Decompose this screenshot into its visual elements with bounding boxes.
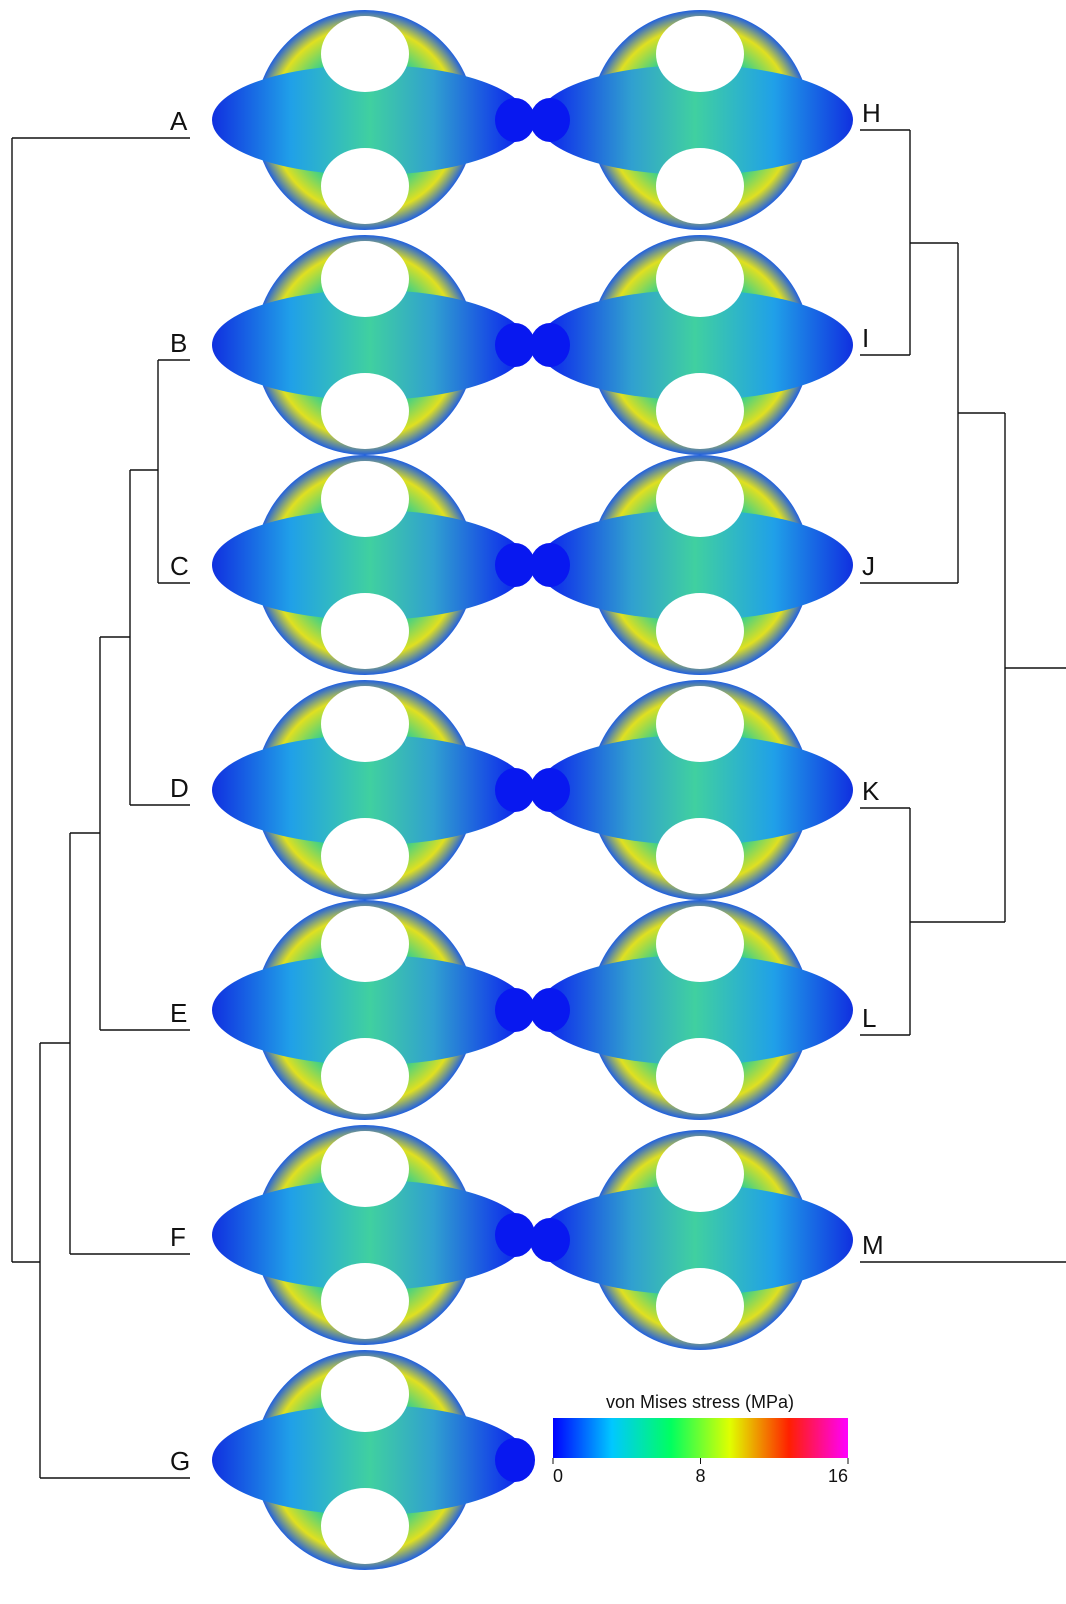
skull <box>530 235 853 455</box>
label: G <box>170 1446 190 1476</box>
label: H <box>862 98 881 128</box>
skull-mirrored <box>530 1130 853 1350</box>
skull-images <box>212 10 853 1570</box>
label: B <box>170 328 187 358</box>
colorbar-tick-label: 8 <box>695 1466 705 1486</box>
skull <box>530 900 853 1120</box>
label: D <box>170 773 189 803</box>
label: C <box>170 551 189 581</box>
skull <box>530 455 853 675</box>
label: L <box>862 1003 876 1033</box>
label: E <box>170 998 187 1028</box>
colorbar-title: von Mises stress (MPa) <box>606 1392 794 1412</box>
skull-mirrored <box>530 10 853 230</box>
skull <box>530 680 853 900</box>
label: F <box>170 1222 186 1252</box>
skull-mirrored <box>530 680 853 900</box>
skull-mirrored <box>530 900 853 1120</box>
skull <box>212 235 535 455</box>
figure: A B C D E F G H I J K L M von Mises stre… <box>0 0 1066 1604</box>
skull-mirrored <box>530 455 853 675</box>
skull <box>212 900 535 1120</box>
colorbar-scale <box>553 1418 848 1458</box>
skull <box>212 10 535 230</box>
skull-mirrored <box>530 235 853 455</box>
label: M <box>862 1230 884 1260</box>
label: I <box>862 323 869 353</box>
label: K <box>862 776 880 806</box>
label: A <box>170 106 188 136</box>
skull <box>212 455 535 675</box>
colorbar-tick-label: 16 <box>828 1466 848 1486</box>
skull <box>212 1350 535 1570</box>
skull <box>530 1130 853 1350</box>
colorbar: von Mises stress (MPa) 0 8 16 <box>553 1392 848 1486</box>
skull <box>530 10 853 230</box>
skull <box>212 1125 535 1345</box>
skull <box>212 680 535 900</box>
colorbar-tick-label: 0 <box>553 1466 563 1486</box>
label: J <box>862 551 875 581</box>
